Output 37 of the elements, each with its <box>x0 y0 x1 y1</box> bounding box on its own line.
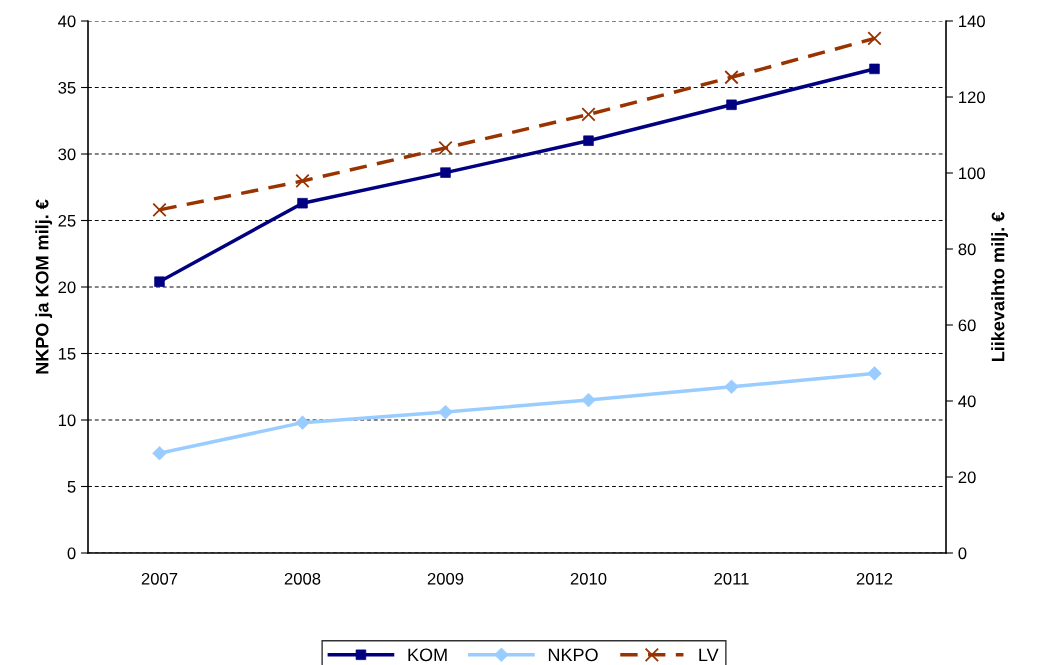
legend-label: LV <box>699 648 719 662</box>
y-tick-label: 40 <box>58 15 76 28</box>
point <box>438 404 453 420</box>
legend-label: KOM <box>408 648 447 662</box>
y-tick-label: 0 <box>67 547 76 560</box>
y2-axis-title: Liikevaihto milj. € <box>991 212 1008 362</box>
x-tick-label: 2011 <box>714 572 749 585</box>
y-tick-label: 10 <box>58 414 76 427</box>
x-tick-label: 2010 <box>570 572 607 585</box>
y2-tick-label: 40 <box>958 395 976 408</box>
y2-tick-label: 140 <box>959 15 985 28</box>
y2-tick-label: 60 <box>958 319 976 332</box>
x-tick-label: 2007 <box>141 572 178 585</box>
y-tick-label: 30 <box>58 148 76 161</box>
x-tick-label: 2008 <box>284 572 321 585</box>
point <box>295 173 310 189</box>
y-tick-label: 25 <box>58 214 76 227</box>
y-tick-label: 35 <box>58 81 76 94</box>
point <box>152 446 167 461</box>
x-tick-label: 2012 <box>856 572 893 585</box>
point <box>867 31 882 46</box>
y-tick-label: 5 <box>67 481 76 493</box>
legend-label: NKPO <box>548 648 598 662</box>
point <box>724 70 739 85</box>
y-tick-label: 15 <box>58 348 76 360</box>
y-tick-label: 20 <box>58 281 76 294</box>
point <box>152 202 167 218</box>
y2-tick-label: 120 <box>959 91 985 104</box>
y2-tick-label: 80 <box>958 243 976 256</box>
point <box>295 415 310 430</box>
x-tick-label: 2009 <box>427 572 464 585</box>
y2-tick-label: 20 <box>958 471 976 484</box>
point <box>438 140 453 156</box>
y2-tick-label: 100 <box>959 167 985 180</box>
point <box>581 107 596 122</box>
y2-tick-label: 0 <box>958 547 967 560</box>
y-axis-title: NKPO ja KOM milj. € <box>35 199 53 374</box>
